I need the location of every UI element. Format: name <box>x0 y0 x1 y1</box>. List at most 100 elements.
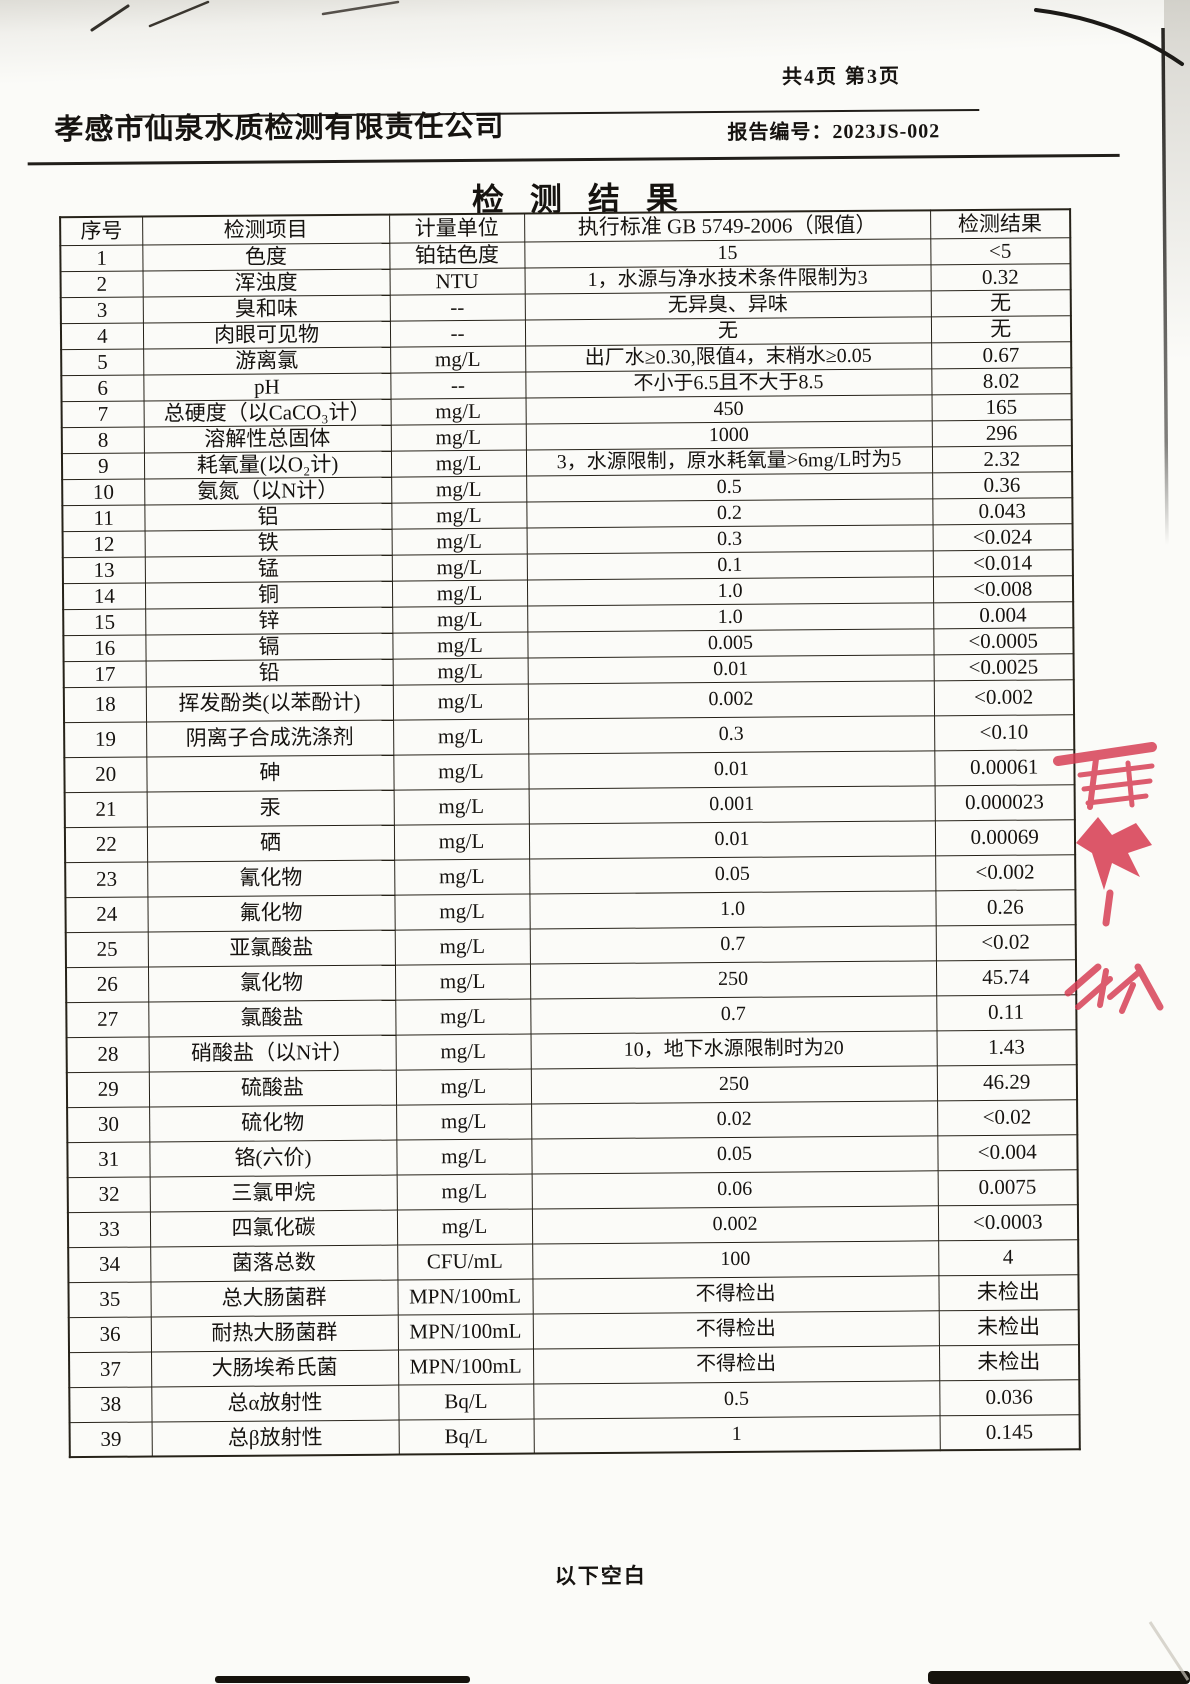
cell-standard: 0.05 <box>529 855 936 894</box>
cell-unit: mg/L <box>396 1208 533 1245</box>
cell-unit: mg/L <box>391 527 527 555</box>
cell-item: 硫化物 <box>149 1104 397 1142</box>
cell-standard: 450 <box>525 394 932 424</box>
cell-unit: CFU/mL <box>397 1243 533 1280</box>
cell-result: <0.0003 <box>937 1204 1079 1241</box>
cell-no: 31 <box>67 1141 150 1178</box>
cell-unit: mg/L <box>394 963 531 1000</box>
cell-unit: mg/L <box>393 788 529 825</box>
cell-result: <0.02 <box>937 1099 1078 1136</box>
cell-item: 总硬度（以CaCO₃计） <box>143 398 391 427</box>
table-row: 39 总β放射性 Bq/L 1 0.145 <box>69 1414 1080 1458</box>
cell-no: 9 <box>61 452 145 480</box>
cell-unit: mg/L <box>395 998 531 1035</box>
cell-no: 5 <box>61 348 144 376</box>
cell-no: 37 <box>69 1351 152 1388</box>
cell-item: 硫酸盐 <box>148 1069 397 1107</box>
cell-standard: 0.01 <box>528 820 936 859</box>
cell-result: 0.036 <box>939 1379 1080 1416</box>
col-header-result: 检测结果 <box>930 209 1071 239</box>
cell-standard: 0.01 <box>527 654 934 684</box>
cell-no: 18 <box>63 686 147 723</box>
cell-unit: mg/L <box>396 1138 532 1175</box>
cell-result: <5 <box>930 237 1071 265</box>
cell-standard: 不得检出 <box>532 1345 940 1384</box>
cell-result: 2.32 <box>931 445 1073 473</box>
cell-unit: -- <box>390 371 526 399</box>
cell-unit: mg/L <box>392 631 528 659</box>
cell-result: 0.043 <box>932 497 1073 525</box>
cell-item: 氟化物 <box>147 894 395 932</box>
cell-item: 总α放射性 <box>151 1384 399 1422</box>
cell-unit: mg/L <box>390 449 527 477</box>
cell-result: 0.00061 <box>934 749 1075 786</box>
cell-result: 0.67 <box>931 341 1072 369</box>
cell-no: 25 <box>65 931 148 968</box>
col-header-no: 序号 <box>60 216 143 246</box>
cell-no: 1 <box>60 244 143 272</box>
cell-item: 浑浊度 <box>142 268 390 297</box>
cell-result: <0.002 <box>935 854 1076 891</box>
cell-item: 铅 <box>145 658 393 687</box>
cell-standard: 不得检出 <box>532 1310 939 1349</box>
cell-result: 无 <box>930 315 1072 343</box>
cell-no: 17 <box>63 660 146 688</box>
cell-no: 19 <box>64 721 147 758</box>
cell-unit: mg/L <box>394 928 530 965</box>
cell-standard: 0.06 <box>531 1170 938 1209</box>
cell-standard: 不小于6.5且不大于8.5 <box>525 368 932 398</box>
cell-no: 39 <box>69 1421 152 1458</box>
cell-no: 11 <box>62 504 145 532</box>
cell-item: 汞 <box>146 789 394 827</box>
company-name: 孝感市仙泉水质检测有限责任公司 <box>54 110 505 147</box>
cell-unit: mg/L <box>390 345 526 373</box>
cell-unit: Bq/L <box>398 1383 534 1420</box>
cell-unit: -- <box>389 293 525 321</box>
cell-unit: mg/L <box>395 1033 531 1070</box>
cell-standard: 0.005 <box>527 628 934 658</box>
cell-unit: mg/L <box>392 657 528 685</box>
cell-standard: 0.7 <box>529 925 936 964</box>
cell-standard: 0.001 <box>528 785 935 824</box>
cell-unit: mg/L <box>392 683 529 720</box>
cell-result: <0.02 <box>935 924 1076 961</box>
cell-no: 32 <box>67 1176 150 1213</box>
cell-unit: mg/L <box>394 893 530 930</box>
cell-item: 菌落总数 <box>150 1244 398 1282</box>
cell-unit: mg/L <box>391 553 527 581</box>
cell-standard: 250 <box>530 1065 938 1104</box>
cell-result: 8.02 <box>931 367 1072 395</box>
cell-unit: mg/L <box>393 823 530 860</box>
cell-no: 2 <box>60 270 143 298</box>
cell-no: 13 <box>62 556 145 584</box>
cell-result: <0.002 <box>933 679 1075 716</box>
cell-unit: mg/L <box>391 501 527 529</box>
cell-no: 24 <box>65 896 148 933</box>
cell-result: 未检出 <box>938 1309 1079 1346</box>
cell-standard: 无 <box>524 316 932 346</box>
cell-item: pH <box>143 372 391 401</box>
cell-standard: 1.0 <box>529 890 936 929</box>
cell-no: 27 <box>66 1001 149 1038</box>
cell-item: 溶解性总固体 <box>143 424 391 453</box>
footer-note: 以下空白 <box>554 1563 647 1589</box>
cell-result: 45.74 <box>935 959 1077 996</box>
cell-result: 0.26 <box>935 889 1076 926</box>
cell-standard: 1，水源与净水技术条件限制为3 <box>524 264 931 294</box>
cell-item: 硝酸盐（以N计） <box>148 1034 396 1072</box>
cell-no: 21 <box>64 791 147 828</box>
cell-standard: 0.5 <box>526 472 933 502</box>
cell-result: 0.004 <box>933 601 1074 629</box>
cell-result: 0.0075 <box>937 1169 1078 1206</box>
cell-no: 12 <box>62 530 145 558</box>
cell-item: 挥发酚类(以苯酚计) <box>145 684 394 722</box>
page-indicator: 共4页 第3页 <box>781 65 902 89</box>
cell-result: 0.145 <box>939 1414 1080 1451</box>
cell-unit: mg/L <box>393 718 529 755</box>
cell-unit: -- <box>389 319 526 347</box>
cell-unit: mg/L <box>391 579 528 607</box>
cell-standard: 250 <box>529 960 937 999</box>
cell-standard: 0.05 <box>531 1135 938 1174</box>
cell-no: 33 <box>67 1211 151 1248</box>
